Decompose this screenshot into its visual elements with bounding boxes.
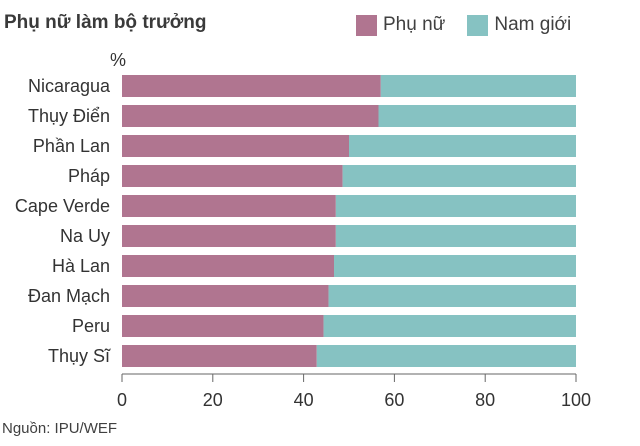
x-tick-label: 0 — [117, 390, 127, 410]
legend-item-men: Nam giới — [467, 14, 571, 36]
bar-women — [122, 285, 329, 307]
legend-label-men: Nam giới — [494, 14, 572, 35]
category-label: Pháp — [68, 166, 110, 186]
x-tick-label: 40 — [294, 390, 314, 410]
category-label: Thụy Điển — [28, 106, 110, 126]
bar-men — [380, 75, 576, 97]
x-tick-label: 100 — [561, 390, 591, 410]
category-label: Thụy Sĩ — [48, 346, 111, 366]
bar-men — [342, 165, 576, 187]
x-tick-label: 60 — [384, 390, 404, 410]
legend: Phụ nữ Nam giới — [356, 12, 593, 38]
bar-women — [122, 345, 317, 367]
legend-swatch-women — [356, 14, 377, 36]
bar-women — [122, 75, 381, 97]
bar-men — [328, 285, 576, 307]
category-label: Cape Verde — [15, 196, 110, 216]
source-note: Nguồn: IPU/WEF — [2, 420, 118, 437]
bar-women — [122, 165, 343, 187]
x-tick-label: 20 — [203, 390, 223, 410]
bar-women — [122, 105, 379, 127]
bar-men — [335, 195, 576, 217]
chart-title: Phụ nữ làm bộ trưởng — [4, 12, 207, 33]
x-tick-label: 80 — [475, 390, 495, 410]
bar-women — [122, 255, 335, 277]
bar-women — [122, 195, 336, 217]
category-label: Na Uy — [60, 226, 110, 246]
bar-men — [323, 315, 576, 337]
legend-item-women: Phụ nữ — [356, 14, 445, 36]
category-label: Phần Lan — [33, 136, 110, 156]
unit-label: % — [110, 50, 126, 70]
bar-women — [122, 135, 349, 157]
bar-men — [334, 255, 576, 277]
bar-men — [316, 345, 576, 367]
category-label: Đan Mạch — [28, 286, 110, 306]
legend-swatch-men — [467, 14, 489, 36]
bar-men — [378, 105, 576, 127]
legend-label-women: Phụ nữ — [383, 14, 446, 35]
bar-men — [349, 135, 576, 157]
category-label: Hà Lan — [52, 256, 110, 276]
category-label: Peru — [72, 316, 110, 336]
bar-women — [122, 315, 324, 337]
bar-men — [335, 225, 576, 247]
bar-women — [122, 225, 336, 247]
category-label: Nicaragua — [28, 76, 111, 96]
